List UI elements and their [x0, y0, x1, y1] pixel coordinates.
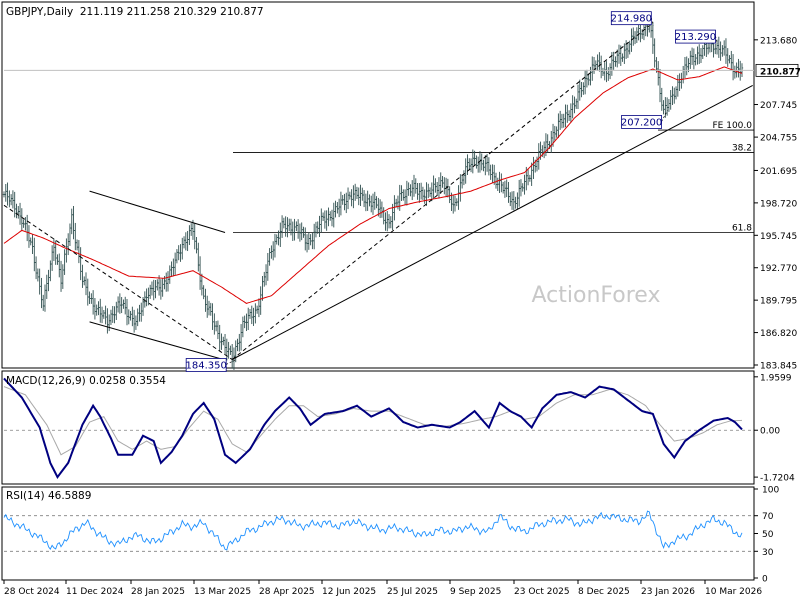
- watermark-text: ActionForex: [532, 283, 661, 308]
- time-tick-label: 23 Jan 2026: [641, 587, 695, 597]
- price-tick-label: 207.745: [760, 101, 797, 111]
- price-tick-label: 198.720: [760, 199, 797, 209]
- time-tick-label: 8 Dec 2025: [578, 587, 630, 597]
- macd-title: MACD(12,26,9) 0.0258 0.3554: [6, 375, 166, 387]
- trendlines: [3, 25, 753, 361]
- trendline-dashed: [3, 204, 233, 360]
- rsi-panel[interactable]: [1, 486, 755, 581]
- time-tick-label: 28 Apr 2025: [259, 587, 315, 597]
- macd-lines: 1.9599 0.00 -1.7204: [3, 373, 795, 484]
- macd-tick-label: 1.9599: [760, 373, 792, 383]
- rsi-tick-label: 50: [762, 530, 774, 540]
- macd-signal-line: [3, 386, 743, 456]
- price-tick-label: 189.795: [760, 297, 797, 307]
- price-annotations: 214.980 213.290 207.200 184.350: [185, 11, 718, 372]
- time-tick-label: 13 Mar 2025: [194, 587, 251, 597]
- current-price-box: [755, 63, 799, 77]
- time-tick-label: 10 Mar 2026: [705, 587, 762, 597]
- rsi-lines: 100 70 50 30 0: [3, 486, 779, 585]
- rsi-tick-label: 30: [762, 548, 774, 558]
- time-tick-label: 23 Oct 2025: [514, 587, 570, 597]
- fib-level-label: 61.8: [732, 224, 752, 234]
- time-tick-label: 12 Jun 2025: [322, 587, 376, 597]
- annotation-label: 213.290: [675, 32, 716, 43]
- price-tick-label: 204.755: [760, 134, 797, 144]
- annotation-box: [185, 358, 227, 372]
- price-tick-label: 186.820: [760, 329, 797, 339]
- annotation-box: [675, 29, 716, 44]
- rsi-tick-label: 70: [762, 512, 774, 522]
- fib-level-label: 38.2: [732, 143, 752, 153]
- annotation-label: 214.980: [611, 14, 652, 25]
- moving-average: [3, 66, 743, 304]
- time-tick-label: 28 Jan 2025: [131, 587, 185, 597]
- fib-levels: FE 100.0 38.2 61.8: [233, 121, 754, 234]
- ma-line: [3, 66, 743, 304]
- annotation-label: 207.200: [621, 117, 662, 128]
- trendline-channel_lower: [89, 321, 226, 361]
- time-tick-label: 9 Sep 2025: [450, 587, 501, 597]
- time-tick-label: 25 Jul 2025: [387, 587, 438, 597]
- trendline-dashed: [231, 25, 650, 360]
- price-tick-label: 201.695: [760, 167, 797, 177]
- rsi-title: RSI(14) 46.5889: [6, 490, 91, 502]
- rsi-tick-label: 0: [762, 575, 768, 585]
- annotation-box: [610, 11, 652, 26]
- price-tick-label: 195.745: [760, 232, 797, 242]
- macd-line: [3, 377, 743, 479]
- current-price-label: 210.877: [760, 67, 800, 77]
- price-bars: [2, 17, 744, 370]
- rsi-tick-label: 100: [762, 486, 779, 496]
- price-axis: 213.680 210.877 207.745 204.755 201.695 198.7…: [4, 36, 800, 372]
- price-tick-label: 192.770: [760, 264, 797, 274]
- time-axis: 28 Oct 2024 11 Dec 2024 28 Jan 2025 13 Mar …: [3, 580, 762, 597]
- annotation-box: [621, 115, 662, 129]
- macd-tick-label: -1.7204: [760, 474, 795, 484]
- annotation-leader: [226, 359, 237, 365]
- price-tick-label: 183.845: [760, 362, 797, 372]
- price-tick-label: 213.680: [760, 36, 797, 46]
- macd-tick-label: 0.00: [760, 427, 780, 437]
- annotation-label: 184.350: [185, 360, 226, 371]
- fib-level-label: FE 100.0: [713, 121, 753, 131]
- symbol-header: GBPJPY,Daily 211.119 211.258 210.329 210…: [6, 6, 264, 18]
- rsi-line: [3, 510, 743, 551]
- time-tick-label: 28 Oct 2024: [4, 587, 60, 597]
- trendline-support: [231, 84, 753, 360]
- time-tick-label: 11 Dec 2024: [66, 587, 124, 597]
- macd-panel[interactable]: [1, 370, 755, 485]
- trendline-channel_upper: [89, 190, 226, 234]
